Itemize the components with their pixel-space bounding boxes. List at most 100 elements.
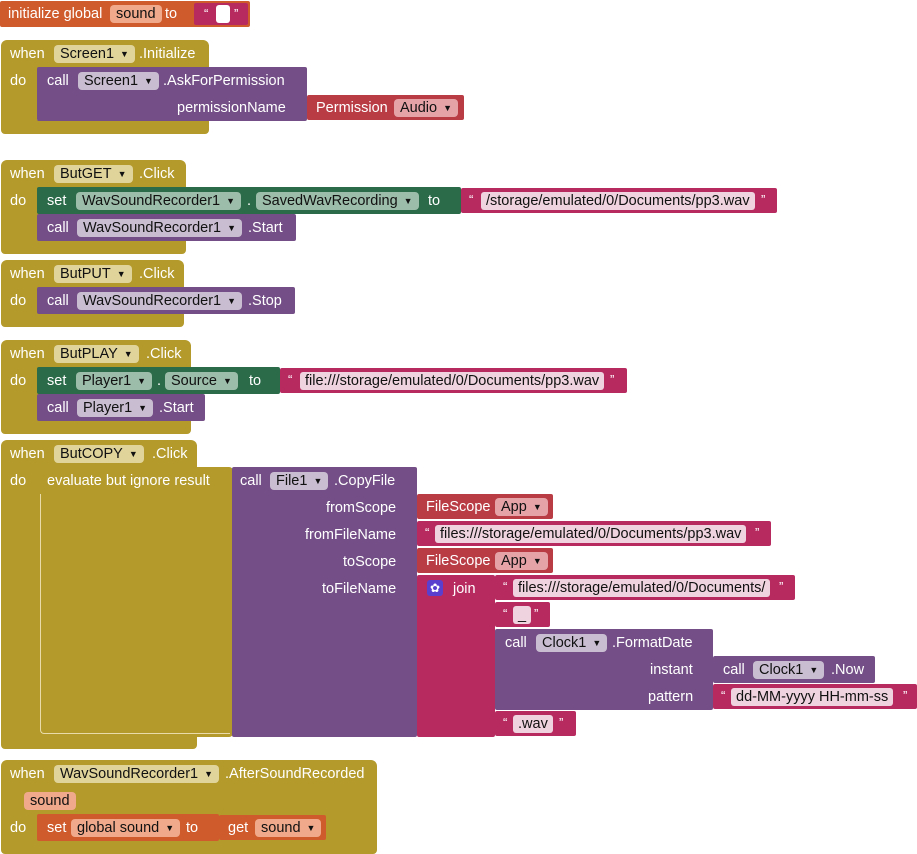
chevron-down-icon: ▼ xyxy=(222,376,232,386)
screen-method-dropdown[interactable]: Screen1 ▼ xyxy=(78,72,159,90)
butput-component-dropdown[interactable]: ButPUT ▼ xyxy=(54,265,132,283)
recorder-component-dropdown[interactable]: WavSoundRecorder1 ▼ xyxy=(77,219,243,237)
empty-text-field[interactable] xyxy=(216,5,230,23)
to-scope-block[interactable]: FileScope App ▼ xyxy=(417,548,553,573)
from-scope-block[interactable]: FileScope App ▼ xyxy=(417,494,553,519)
global-variable-dropdown[interactable]: global sound ▼ xyxy=(71,819,181,837)
chevron-down-icon: ▼ xyxy=(123,349,133,359)
chevron-down-icon: ▼ xyxy=(226,196,236,206)
text-block-wav-path[interactable]: “ /storage/emulated/0/Documents/pp3.wav … xyxy=(461,188,777,213)
method-name: .Now xyxy=(831,662,865,678)
permission-value-dropdown[interactable]: Audio ▼ xyxy=(394,99,459,117)
event-parameter[interactable]: sound xyxy=(24,792,76,810)
text-block-pattern[interactable]: “ dd-MM-yyyy HH-mm-ss ” xyxy=(713,684,917,709)
do-label: do xyxy=(10,193,27,209)
close-quote: ” xyxy=(234,6,239,21)
call-label: call xyxy=(723,662,745,678)
open-quote: “ xyxy=(204,6,209,21)
scope-value-dropdown[interactable]: App ▼ xyxy=(495,498,548,516)
when-label: when xyxy=(10,346,45,362)
format-date-call[interactable]: call Clock1 ▼ .FormatDate instant pattern xyxy=(495,629,713,710)
join-label: join xyxy=(453,581,476,597)
text-field[interactable]: files:///storage/emulated/0/Documents/pp… xyxy=(435,525,747,543)
clock-component-dropdown[interactable]: Clock1 ▼ xyxy=(536,634,608,652)
copyfile-call[interactable]: call File1 ▼ .CopyFile fromScope fromFile… xyxy=(232,467,417,737)
file-component-dropdown[interactable]: File1 ▼ xyxy=(270,472,329,490)
player-component-dropdown[interactable]: Player1 ▼ xyxy=(77,399,154,417)
local-variable-dropdown[interactable]: sound ▼ xyxy=(255,819,322,837)
instant-label: instant xyxy=(650,662,693,678)
set-global-sound-block[interactable]: set global sound ▼ to xyxy=(37,814,219,841)
to-file-name-label: toFileName xyxy=(322,581,397,597)
close-quote: ” xyxy=(779,579,784,594)
when-label: when xyxy=(10,166,45,182)
component-name: Screen1 xyxy=(84,73,139,89)
text-block-play-path[interactable]: “ file:///storage/emulated/0/Documents/p… xyxy=(280,368,627,393)
chevron-down-icon: ▼ xyxy=(313,476,323,486)
set-player-source-block[interactable]: set Player1 ▼ . Source ▼ to xyxy=(37,367,280,394)
set-saved-wav-block[interactable]: set WavSoundRecorder1 ▼ . SavedWavRecordi… xyxy=(37,187,461,214)
text-field[interactable]: dd-MM-yyyy HH-mm-ss xyxy=(731,688,894,706)
player-property-dropdown[interactable]: Source ▼ xyxy=(165,372,238,390)
close-quote: ” xyxy=(559,715,564,730)
component-name: WavSoundRecorder1 xyxy=(83,293,222,309)
global-name-field[interactable]: sound xyxy=(110,5,162,23)
close-quote: ” xyxy=(903,688,908,703)
variable-name: sound xyxy=(261,820,301,836)
butcopy-component-dropdown[interactable]: ButCOPY ▼ xyxy=(54,445,144,463)
recorder-component-dropdown[interactable]: WavSoundRecorder1 ▼ xyxy=(76,192,242,210)
text-field[interactable]: files:///storage/emulated/0/Documents/ xyxy=(513,579,771,597)
event-name: .Initialize xyxy=(139,46,196,62)
player-start-call[interactable]: call Player1 ▼ .Start xyxy=(37,394,205,421)
chevron-down-icon: ▼ xyxy=(204,769,214,779)
gear-icon[interactable]: ✿ xyxy=(427,580,443,596)
pattern-label: pattern xyxy=(648,689,694,705)
player-component-dropdown[interactable]: Player1 ▼ xyxy=(76,372,153,390)
to-label: to xyxy=(165,6,178,22)
chevron-down-icon: ▼ xyxy=(117,169,127,179)
open-quote: “ xyxy=(288,372,293,387)
chevron-down-icon: ▼ xyxy=(137,376,147,386)
screen-component-dropdown[interactable]: Screen1 ▼ xyxy=(54,45,135,63)
when-label: when xyxy=(10,766,45,782)
global-variable-block[interactable]: initialize global sound to “ ” xyxy=(0,1,250,27)
empty-text-block[interactable]: “ ” xyxy=(194,3,248,25)
get-label: get xyxy=(228,820,249,836)
recorder-component-dropdown[interactable]: WavSoundRecorder1 ▼ xyxy=(77,292,243,310)
get-sound-block[interactable]: get sound ▼ xyxy=(219,815,326,840)
close-quote: ” xyxy=(610,372,615,387)
chevron-down-icon: ▼ xyxy=(443,103,453,113)
butget-component-dropdown[interactable]: ButGET ▼ xyxy=(54,165,133,183)
chevron-down-icon: ▼ xyxy=(120,49,129,59)
component-name: File1 xyxy=(276,473,308,489)
text-block-join-folder[interactable]: “ files:///storage/emulated/0/Documents/… xyxy=(495,575,795,600)
text-block-wav-ext[interactable]: “ .wav ” xyxy=(495,711,576,736)
method-name: .Start xyxy=(248,220,283,236)
text-block-from-path[interactable]: “ files:///storage/emulated/0/Documents/… xyxy=(417,521,771,546)
method-name: .CopyFile xyxy=(334,473,396,489)
dot-label: . xyxy=(247,193,252,209)
recorder-start-call[interactable]: call WavSoundRecorder1 ▼ .Start xyxy=(37,214,296,241)
clock-now-call[interactable]: call Clock1 ▼ .Now xyxy=(713,656,875,683)
call-label: call xyxy=(47,73,69,89)
scope-value-dropdown[interactable]: App ▼ xyxy=(495,552,548,570)
text-block-join-underscore[interactable]: “ _ ” xyxy=(495,602,550,627)
evaluate-ignore-block[interactable]: evaluate but ignore result xyxy=(37,467,233,737)
from-file-name-label: fromFileName xyxy=(305,527,397,543)
butplay-component-dropdown[interactable]: ButPLAY ▼ xyxy=(54,345,139,363)
chevron-down-icon: ▼ xyxy=(809,665,819,675)
recorder-component-dropdown[interactable]: WavSoundRecorder1 ▼ xyxy=(54,765,220,783)
join-block[interactable]: ✿ join xyxy=(417,575,495,737)
recorder-property-dropdown[interactable]: SavedWavRecording ▼ xyxy=(256,192,419,210)
chevron-down-icon: ▼ xyxy=(403,196,413,206)
text-field[interactable]: .wav xyxy=(513,715,553,733)
component-name: ButPLAY xyxy=(60,346,118,362)
text-field[interactable]: _ xyxy=(513,606,532,624)
text-field[interactable]: /storage/emulated/0/Documents/pp3.wav xyxy=(481,192,755,210)
clock-component-dropdown[interactable]: Clock1 ▼ xyxy=(753,661,825,679)
recorder-stop-call[interactable]: call WavSoundRecorder1 ▼ .Stop xyxy=(37,287,295,314)
permission-helper-block[interactable]: Permission Audio ▼ xyxy=(307,95,464,120)
ask-permission-call[interactable]: call Screen1 ▼ .AskForPermission permissi… xyxy=(37,67,307,121)
text-field[interactable]: file:///storage/emulated/0/Documents/pp3… xyxy=(300,372,605,390)
component-name: WavSoundRecorder1 xyxy=(83,220,222,236)
